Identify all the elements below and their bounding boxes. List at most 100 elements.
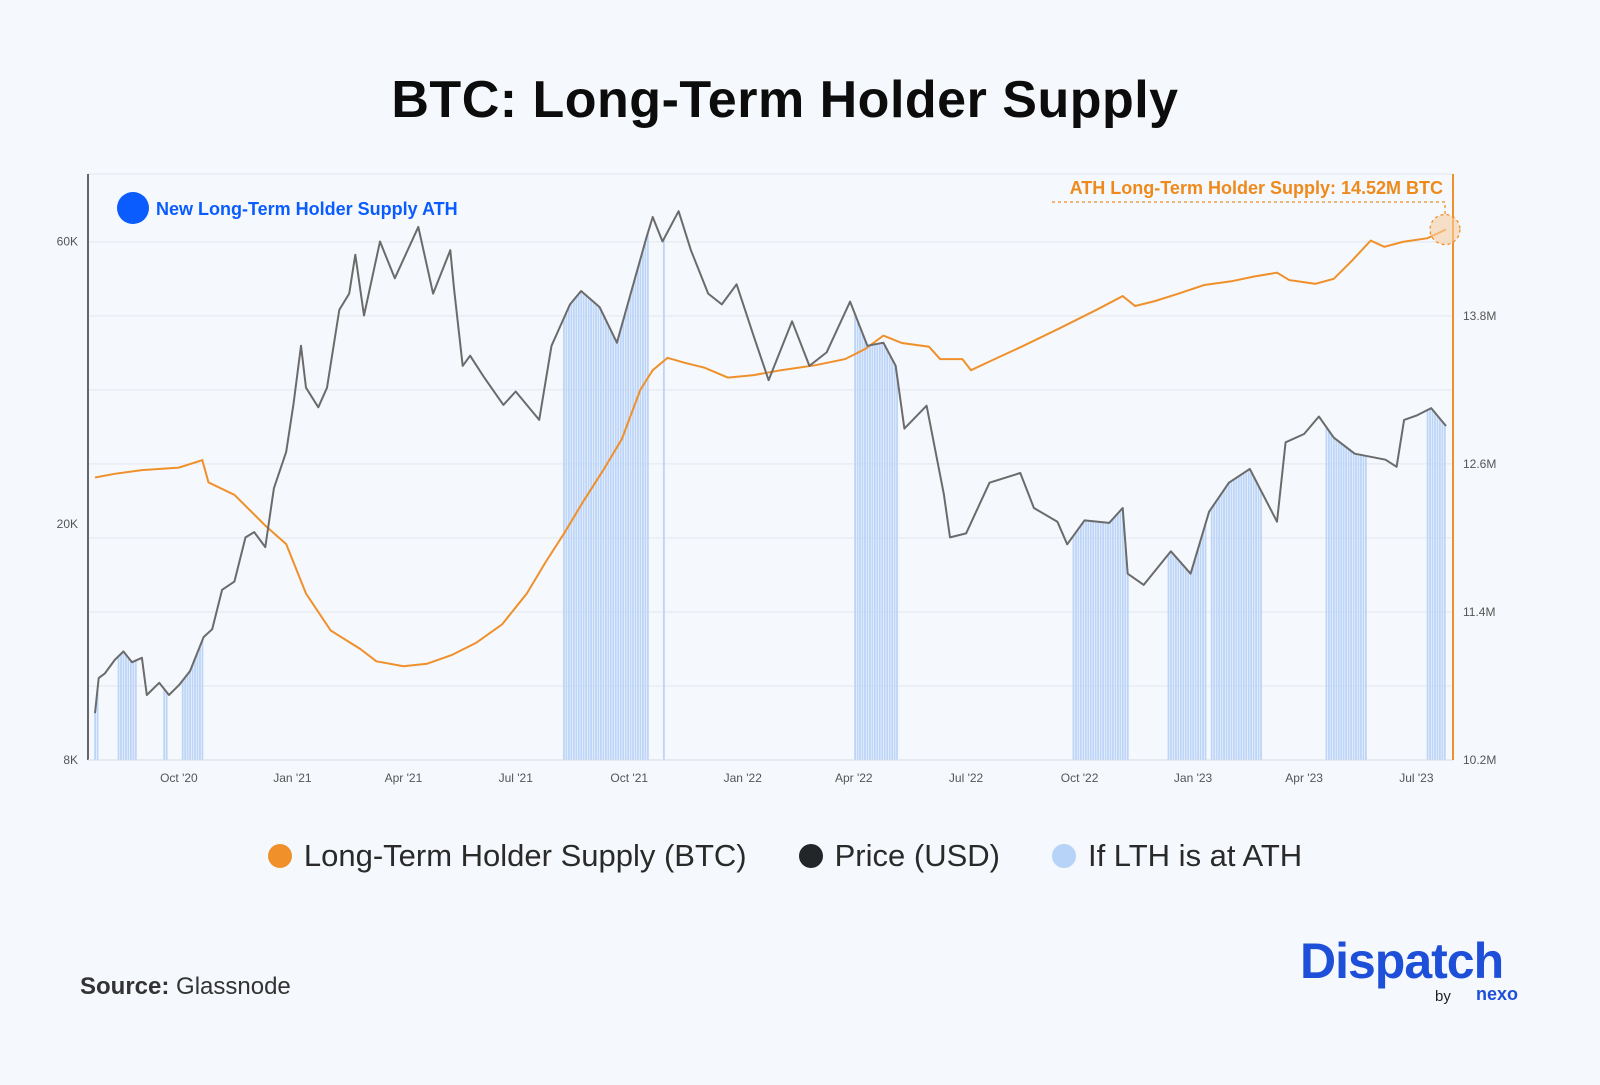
ath-bar bbox=[592, 301, 595, 760]
ath-bar bbox=[1242, 472, 1245, 760]
ath-bar bbox=[1072, 535, 1075, 760]
ath-bar bbox=[1104, 522, 1107, 760]
ath-bar bbox=[881, 342, 884, 760]
ath-bar bbox=[1362, 455, 1365, 760]
legend-label: Price (USD) bbox=[834, 838, 1000, 873]
logo-partner: nexo bbox=[1476, 984, 1519, 1004]
ath-bar bbox=[1360, 454, 1362, 760]
ath-bar bbox=[1202, 532, 1204, 760]
ath-bar bbox=[1084, 520, 1087, 760]
ath-bar bbox=[607, 324, 610, 760]
ath-bar bbox=[1087, 520, 1090, 760]
ath-bar bbox=[1252, 476, 1255, 760]
ath-bar bbox=[1325, 427, 1328, 760]
ath-bar bbox=[181, 680, 184, 760]
ath-bar bbox=[127, 657, 130, 760]
ath-bar bbox=[1218, 497, 1220, 760]
chart-plot: Oct '20 Jan '21 Apr '21 Jul '21 Oct '21 Jan '… bbox=[57, 173, 1497, 785]
ath-bar bbox=[1121, 508, 1124, 760]
ath-bar bbox=[1194, 557, 1197, 760]
ath-bar bbox=[662, 239, 665, 760]
ath-bar bbox=[1097, 521, 1100, 760]
ath-bar bbox=[1342, 445, 1345, 760]
ath-bar bbox=[1223, 489, 1225, 760]
ath-bar bbox=[1332, 437, 1335, 760]
ath-bar bbox=[1117, 513, 1119, 760]
ath-bar bbox=[646, 233, 649, 760]
ath-bar bbox=[582, 293, 585, 760]
axes bbox=[87, 174, 1454, 761]
ath-bar bbox=[1443, 424, 1446, 760]
ath-bar bbox=[1210, 508, 1213, 760]
ath-bar bbox=[572, 299, 575, 760]
ath-bar bbox=[1192, 565, 1195, 760]
ath-bar bbox=[622, 320, 625, 760]
ath-bar bbox=[609, 329, 612, 760]
ath-bar bbox=[1232, 479, 1235, 760]
ath-bar bbox=[186, 674, 189, 760]
ath-bar bbox=[1357, 454, 1360, 760]
ath-bar bbox=[864, 339, 866, 760]
x-tick-label: Oct '22 bbox=[1061, 771, 1099, 785]
ath-bar bbox=[1109, 521, 1112, 760]
ath-bar bbox=[565, 312, 568, 760]
ath-bar bbox=[1075, 532, 1077, 760]
ath-bar bbox=[1327, 430, 1330, 760]
ath-bar bbox=[1250, 471, 1253, 760]
ath-bar bbox=[1175, 556, 1177, 760]
ath-bar bbox=[132, 661, 135, 760]
legend-item-price[interactable]: Price (USD) bbox=[798, 838, 1000, 874]
ath-bar bbox=[642, 250, 644, 760]
ath-marker-dot bbox=[117, 192, 149, 224]
x-tick-label: Apr '23 bbox=[1285, 771, 1323, 785]
ath-bar bbox=[580, 291, 583, 760]
source-value: Glassnode bbox=[176, 973, 291, 1000]
y-right-tick-label: 12.6M bbox=[1463, 457, 1496, 471]
ath-annotation-marker bbox=[1052, 201, 1461, 246]
ath-bar bbox=[866, 345, 869, 760]
ath-bar bbox=[1257, 485, 1260, 760]
ath-bar bbox=[196, 652, 199, 760]
ath-bar bbox=[96, 689, 99, 760]
ath-bar bbox=[1365, 455, 1367, 760]
y-axis-ticks: 8K 20K 60K 10.2M 11.4M 12.6M 13.8M bbox=[57, 235, 1497, 767]
ath-bar bbox=[883, 344, 886, 760]
ath-bar bbox=[191, 664, 194, 760]
ath-bar bbox=[624, 312, 627, 760]
ath-bar bbox=[1107, 522, 1109, 760]
ath-bar bbox=[1441, 421, 1444, 760]
ath-bar bbox=[886, 349, 889, 760]
x-tick-label: Jan '22 bbox=[724, 771, 763, 785]
ath-bar bbox=[876, 343, 879, 760]
ath-bars bbox=[94, 233, 1446, 760]
ath-bar bbox=[1260, 490, 1262, 760]
ath-annotation: ATH Long-Term Holder Supply: 14.52M BTC bbox=[1070, 178, 1443, 198]
x-tick-label: Jan '23 bbox=[1174, 771, 1213, 785]
ath-bar bbox=[600, 309, 602, 760]
ath-bar bbox=[1330, 434, 1333, 760]
ath-bar bbox=[125, 654, 127, 760]
legend-item-ath[interactable]: If LTH is at ATH bbox=[1051, 838, 1302, 874]
ath-bar bbox=[1114, 516, 1117, 760]
ath-bar bbox=[1352, 452, 1355, 760]
ath-bar bbox=[122, 651, 125, 760]
ath-bar bbox=[1179, 562, 1182, 760]
price-line bbox=[94, 210, 1447, 714]
ath-bar bbox=[165, 691, 168, 760]
ath-bar bbox=[856, 320, 859, 760]
ath-bar bbox=[1247, 469, 1250, 760]
ath-bar bbox=[1347, 449, 1350, 760]
ath-bar bbox=[129, 660, 132, 760]
ath-bar bbox=[1337, 441, 1340, 760]
ath-bar bbox=[614, 340, 617, 760]
ath-bar bbox=[1434, 412, 1436, 760]
source-note: Source: Glassnode bbox=[80, 973, 291, 1001]
ath-bar bbox=[1079, 525, 1082, 760]
ath-bar bbox=[1245, 471, 1248, 760]
ath-bar bbox=[1082, 522, 1085, 760]
series-lines bbox=[94, 210, 1447, 714]
ath-bar bbox=[567, 307, 570, 760]
ath-bar bbox=[1182, 565, 1185, 760]
legend-item-lth[interactable]: Long-Term Holder Supply (BTC) bbox=[267, 838, 747, 874]
ath-bar bbox=[632, 285, 634, 760]
